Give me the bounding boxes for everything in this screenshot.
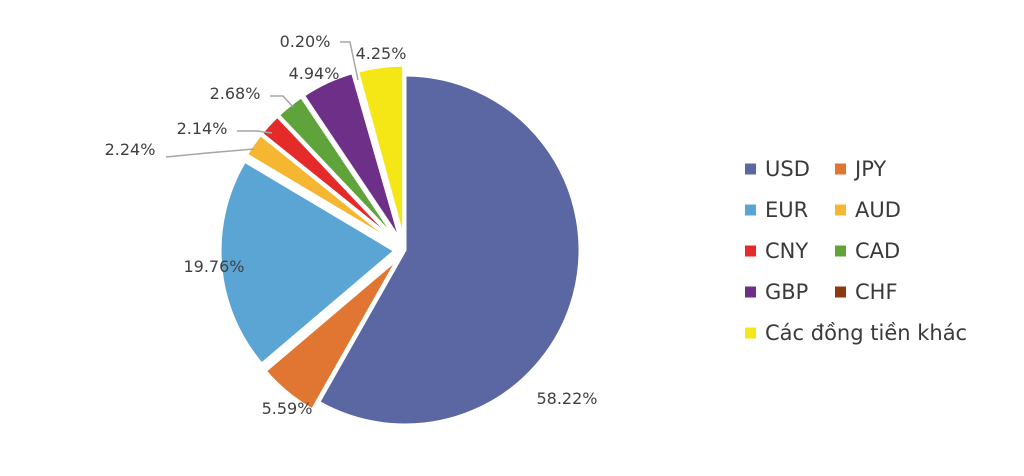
legend-swatch-cad xyxy=(835,245,846,257)
legend-swatch-aud xyxy=(835,204,846,216)
legend-item-cny: CNY xyxy=(745,239,808,263)
legend-label-aud: AUD xyxy=(855,198,901,222)
legend-item-gbp: GBP xyxy=(745,280,808,304)
leader-lines xyxy=(165,41,359,158)
leader-line-chf xyxy=(340,41,359,81)
legend-item-chf: CHF xyxy=(835,280,898,304)
legend-label-gbp: GBP xyxy=(765,280,808,304)
data-label-jpy: 5.59% xyxy=(262,399,313,418)
pie-slices xyxy=(218,63,582,427)
pie-slice-cac-dong-tien-khac xyxy=(355,63,406,241)
leader-line-cad xyxy=(270,95,294,108)
legend-label-eur: EUR xyxy=(765,198,808,222)
data-label-cac-dong-tien-khac: 4.25% xyxy=(356,44,407,63)
legend-item-aud: AUD xyxy=(835,198,901,222)
legend-item-eur: EUR xyxy=(745,198,808,222)
legend-item-cad: CAD xyxy=(835,239,900,263)
legend-label-chf: CHF xyxy=(855,280,898,304)
data-label-cny: 2.14% xyxy=(177,119,228,138)
legend-item-cac-dong-tien-khac: Các đồng tiền khác xyxy=(745,321,967,345)
legend-swatch-cac-dong-tien-khac xyxy=(745,327,756,339)
legend-label-cac-dong-tien-khac: Các đồng tiền khác xyxy=(765,321,967,345)
legend-swatch-gbp xyxy=(745,286,756,298)
legend-swatch-cny xyxy=(745,245,756,257)
pie-slice-gbp xyxy=(301,70,403,242)
data-label-chf: 0.20% xyxy=(280,32,331,51)
legend-item-jpy: JPY xyxy=(835,157,886,181)
legend-swatch-chf xyxy=(835,286,846,298)
data-label-usd: 58.22% xyxy=(536,389,597,408)
pie-slice-cad xyxy=(276,94,401,244)
legend: USD JPY EUR AUD CNY CAD GBP CHF Các đồng tiền kh… xyxy=(745,157,967,345)
pie-slice-jpy xyxy=(263,256,400,412)
data-label-gbp: 4.94% xyxy=(289,64,340,83)
legend-swatch-usd xyxy=(745,163,756,175)
legend-item-usd: USD xyxy=(745,157,810,181)
legend-label-usd: USD xyxy=(765,157,810,181)
legend-swatch-jpy xyxy=(835,163,846,175)
data-label-eur: 19.76% xyxy=(183,257,244,276)
legend-label-cny: CNY xyxy=(765,239,808,263)
legend-label-jpy: JPY xyxy=(853,157,886,181)
leader-line-cny xyxy=(237,130,273,134)
leader-line-aud xyxy=(165,148,255,158)
data-labels: 58.22% 5.59% 19.76% 2.24% 2.14% 2.68% 4.94% 0.2… xyxy=(105,32,598,418)
data-label-cad: 2.68% xyxy=(210,84,261,103)
pie-slice-usd xyxy=(316,73,582,427)
pie-slice-eur xyxy=(218,159,398,367)
legend-swatch-eur xyxy=(745,204,756,216)
pie-slice-cny xyxy=(259,114,399,245)
data-label-aud: 2.24% xyxy=(105,140,156,159)
legend-label-cad: CAD xyxy=(855,239,900,263)
